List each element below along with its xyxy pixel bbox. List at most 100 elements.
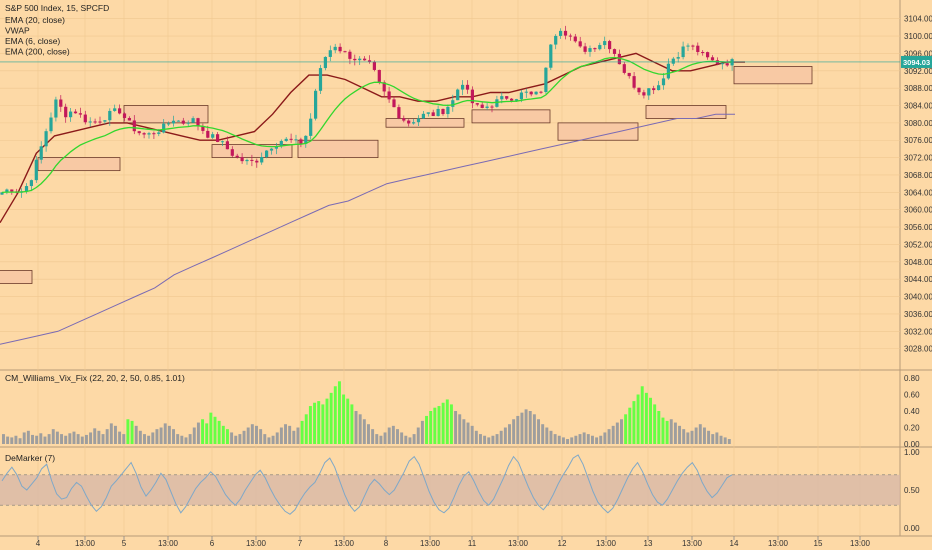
zone-box[interactable] — [37, 157, 121, 172]
candle-body[interactable] — [544, 67, 548, 93]
candle-body[interactable] — [539, 91, 543, 93]
candle-body[interactable] — [0, 192, 4, 195]
candle-body[interactable] — [284, 138, 288, 141]
candle-body[interactable] — [162, 123, 166, 133]
candle-body[interactable] — [593, 48, 597, 50]
candle-body[interactable] — [603, 41, 607, 46]
candle-body[interactable] — [147, 133, 151, 135]
candle-body[interactable] — [608, 41, 612, 50]
candle-body[interactable] — [274, 146, 278, 149]
candle-body[interactable] — [255, 160, 259, 163]
candle-body[interactable] — [69, 111, 73, 118]
candle-body[interactable] — [108, 110, 112, 121]
candle-body[interactable] — [549, 44, 553, 68]
candle-body[interactable] — [171, 120, 176, 124]
candle-body[interactable] — [294, 139, 298, 141]
candle-body[interactable] — [343, 51, 347, 53]
zone-box[interactable] — [385, 118, 465, 128]
candle-body[interactable] — [436, 108, 440, 117]
candle-body[interactable] — [661, 78, 666, 86]
candle-body[interactable] — [220, 141, 225, 143]
candle-body[interactable] — [475, 103, 479, 105]
zone-box[interactable] — [471, 109, 551, 124]
candle-body[interactable] — [514, 99, 519, 101]
candle-body[interactable] — [500, 96, 504, 100]
candle-body[interactable] — [578, 41, 582, 47]
candle-body[interactable] — [348, 51, 352, 59]
candle-body[interactable] — [314, 90, 318, 119]
candle-body[interactable] — [157, 132, 161, 134]
candle-body[interactable] — [318, 68, 323, 91]
candle-body[interactable] — [510, 98, 514, 101]
candle-body[interactable] — [666, 63, 670, 79]
candle-body[interactable] — [142, 133, 146, 135]
candle-body[interactable] — [230, 149, 234, 156]
candle-body[interactable] — [152, 133, 156, 135]
candle-body[interactable] — [431, 112, 435, 117]
candle-body[interactable] — [725, 63, 729, 66]
candle-body[interactable] — [240, 157, 244, 162]
candle-body[interactable] — [323, 56, 327, 69]
candle-body[interactable] — [691, 45, 695, 47]
candle-body[interactable] — [598, 45, 602, 50]
candle-body[interactable] — [225, 141, 229, 150]
candle-body[interactable] — [519, 92, 523, 100]
zone-box[interactable] — [645, 105, 727, 119]
candle-body[interactable] — [588, 48, 592, 52]
candle-body[interactable] — [382, 82, 386, 92]
candle-body[interactable] — [265, 150, 269, 158]
candle-body[interactable] — [470, 89, 474, 104]
candle-body[interactable] — [407, 120, 411, 124]
candle-body[interactable] — [612, 49, 617, 54]
candle-body[interactable] — [681, 46, 685, 58]
candle-body[interactable] — [505, 96, 509, 99]
candle-body[interactable] — [54, 99, 58, 118]
candle-body[interactable] — [573, 36, 577, 42]
candle-body[interactable] — [568, 35, 572, 37]
candle-body[interactable] — [710, 57, 715, 61]
candle-body[interactable] — [701, 52, 705, 54]
candle-body[interactable] — [201, 126, 205, 131]
candle-body[interactable] — [632, 76, 636, 88]
candle-body[interactable] — [10, 189, 14, 192]
candle-body[interactable] — [426, 112, 430, 114]
candle-body[interactable] — [720, 63, 724, 65]
candle-body[interactable] — [524, 91, 528, 93]
candle-body[interactable] — [367, 60, 372, 62]
candle-body[interactable] — [416, 118, 421, 123]
candle-body[interactable] — [480, 104, 484, 108]
candle-body[interactable] — [304, 135, 308, 144]
zone-box[interactable] — [123, 105, 209, 124]
candle-body[interactable] — [392, 99, 396, 108]
candle-body[interactable] — [98, 121, 102, 123]
candle-body[interactable] — [441, 108, 445, 115]
candle-body[interactable] — [132, 120, 136, 132]
candle-body[interactable] — [78, 113, 82, 115]
candle-body[interactable] — [563, 30, 568, 36]
candle-body[interactable] — [642, 92, 646, 96]
candle-body[interactable] — [465, 84, 470, 90]
candle-body[interactable] — [176, 120, 180, 122]
candle-body[interactable] — [167, 123, 171, 125]
candle-body[interactable] — [191, 118, 195, 123]
candle-body[interactable] — [34, 159, 38, 181]
candle-body[interactable] — [29, 180, 33, 187]
candle-body[interactable] — [647, 88, 651, 96]
candle-body[interactable] — [363, 58, 367, 61]
candle-body[interactable] — [103, 120, 107, 122]
zone-box[interactable] — [0, 270, 33, 284]
candle-body[interactable] — [196, 118, 200, 127]
candle-body[interactable] — [686, 45, 690, 47]
candle-body[interactable] — [83, 114, 87, 123]
candle-body[interactable] — [554, 35, 558, 45]
candle-body[interactable] — [402, 118, 406, 121]
zone-box[interactable] — [557, 122, 639, 141]
candle-body[interactable] — [706, 52, 710, 58]
candle-body[interactable] — [377, 69, 381, 83]
candle-body[interactable] — [211, 134, 215, 138]
candle-body[interactable] — [127, 117, 131, 121]
candle-body[interactable] — [421, 113, 425, 119]
candle-body[interactable] — [44, 131, 48, 147]
candle-body[interactable] — [387, 91, 391, 100]
